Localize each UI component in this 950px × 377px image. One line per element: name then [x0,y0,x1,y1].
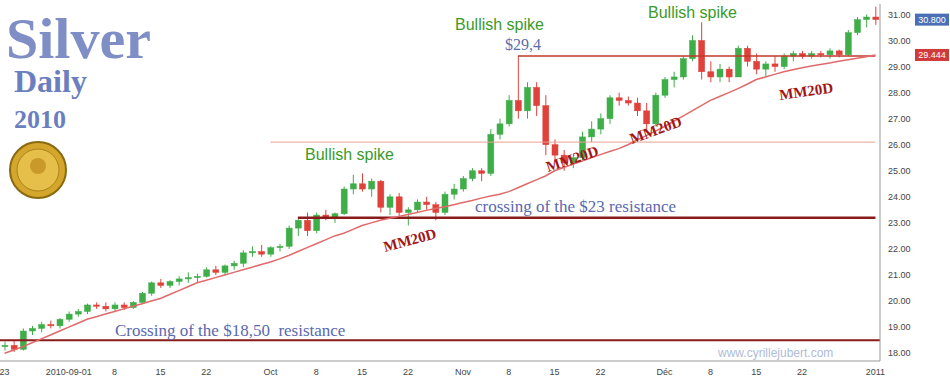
svg-text:2011: 2011 [866,367,885,377]
svg-text:23: 23 [0,367,10,377]
svg-text:24.00: 24.00 [888,192,911,202]
svg-text:Silver: Silver [6,6,151,71]
svg-text:Bullish spike: Bullish spike [305,146,394,163]
svg-text:28.00: 28.00 [888,88,911,98]
svg-text:MM20D: MM20D [628,113,685,147]
svg-text:8: 8 [506,367,511,377]
svg-text:Daily: Daily [14,63,87,99]
svg-text:15: 15 [751,367,761,377]
svg-text:30.00: 30.00 [888,36,911,46]
svg-text:20.00: 20.00 [888,296,911,306]
svg-text:22: 22 [797,367,807,377]
svg-text:22: 22 [201,367,211,377]
svg-text:8: 8 [112,367,117,377]
svg-text:29.00: 29.00 [888,62,911,72]
svg-text:8: 8 [708,367,713,377]
svg-text:Bullish spike: Bullish spike [455,16,544,33]
svg-text:21.00: 21.00 [888,270,911,280]
svg-text:8: 8 [314,367,319,377]
svg-text:19.00: 19.00 [888,322,911,332]
svg-text:Crossing of the $18,50 resist: Crossing of the $18,50 resistance [115,321,345,340]
svg-text:22.00: 22.00 [888,244,911,254]
svg-text:22: 22 [403,367,413,377]
svg-text:15: 15 [155,367,165,377]
svg-text:15: 15 [550,367,560,377]
svg-text:18.00: 18.00 [888,348,911,358]
svg-text:31.00: 31.00 [888,10,911,20]
svg-text:$29,4: $29,4 [505,36,541,53]
svg-text:22: 22 [595,367,605,377]
svg-text:2010: 2010 [14,105,66,134]
svg-text:Déc: Déc [657,367,674,377]
svg-text:MM20D: MM20D [544,143,601,175]
svg-text:Oct: Oct [263,367,278,377]
svg-text:Nov: Nov [455,367,472,377]
svg-text:26.00: 26.00 [888,140,911,150]
svg-text:MM20D: MM20D [778,80,834,103]
svg-text:29.444: 29.444 [918,50,946,60]
svg-text:23.00: 23.00 [888,218,911,228]
svg-text:crossing of the $23 resistance: crossing of the $23 resistance [475,197,676,216]
svg-text:30.800: 30.800 [918,15,946,25]
svg-text:27.00: 27.00 [888,114,911,124]
svg-text:2010-09-01: 2010-09-01 [46,367,92,377]
svg-text:MM20D: MM20D [382,225,439,255]
svg-text:25.00: 25.00 [888,166,911,176]
svg-text:Bullish spike: Bullish spike [648,4,737,21]
svg-text:15: 15 [357,367,367,377]
svg-text:www.cyrillejubert.com: www.cyrillejubert.com [717,346,833,360]
